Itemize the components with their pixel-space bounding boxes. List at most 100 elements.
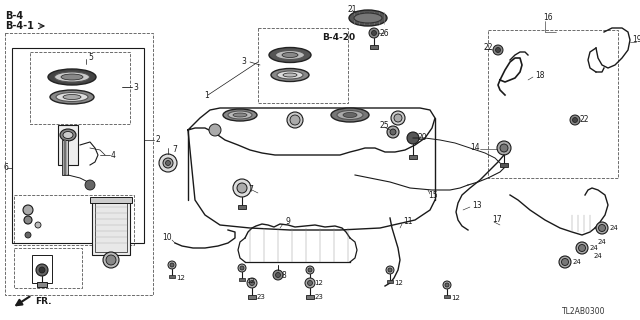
Circle shape: [500, 144, 508, 152]
Text: 22: 22: [483, 44, 493, 52]
Circle shape: [290, 115, 300, 125]
Circle shape: [159, 154, 177, 172]
Text: 7: 7: [172, 146, 177, 155]
Text: 14: 14: [470, 143, 480, 153]
Circle shape: [443, 281, 451, 289]
Circle shape: [573, 117, 577, 123]
Ellipse shape: [61, 74, 83, 80]
Circle shape: [308, 268, 312, 272]
Text: B-4: B-4: [5, 11, 23, 21]
Bar: [64, 140, 66, 175]
Ellipse shape: [343, 113, 357, 117]
Circle shape: [598, 225, 605, 231]
Text: 12: 12: [394, 280, 403, 286]
Circle shape: [305, 278, 315, 288]
Circle shape: [570, 115, 580, 125]
Circle shape: [497, 141, 511, 155]
Bar: [92, 200, 130, 255]
Circle shape: [388, 268, 392, 272]
Ellipse shape: [271, 68, 309, 82]
Bar: [14, 248, 82, 288]
Circle shape: [240, 266, 244, 270]
Bar: [30, 52, 130, 124]
Circle shape: [445, 283, 449, 287]
Text: 15: 15: [428, 191, 438, 201]
Text: 12: 12: [176, 275, 185, 281]
Circle shape: [387, 126, 399, 138]
Bar: [500, 163, 508, 167]
Text: 20: 20: [418, 133, 428, 142]
Circle shape: [163, 158, 173, 168]
Circle shape: [35, 222, 41, 228]
Circle shape: [386, 266, 394, 274]
Text: 23: 23: [315, 294, 324, 300]
Bar: [238, 205, 246, 209]
Circle shape: [306, 266, 314, 274]
Ellipse shape: [50, 90, 94, 104]
Ellipse shape: [269, 47, 311, 62]
Ellipse shape: [275, 51, 305, 60]
Text: 5: 5: [88, 52, 93, 61]
Circle shape: [106, 255, 116, 265]
Text: FR.: FR.: [35, 298, 51, 307]
Ellipse shape: [223, 109, 257, 121]
Text: 12: 12: [451, 295, 460, 301]
Circle shape: [103, 252, 119, 268]
Text: 7: 7: [248, 186, 253, 195]
Bar: [32, 255, 52, 283]
Text: 24: 24: [590, 245, 599, 251]
Circle shape: [307, 281, 312, 285]
Bar: [258, 28, 348, 103]
Circle shape: [25, 232, 31, 238]
Text: 12: 12: [246, 278, 255, 284]
Text: 23: 23: [257, 294, 266, 300]
Circle shape: [85, 180, 95, 190]
Circle shape: [238, 264, 246, 272]
Circle shape: [36, 264, 48, 276]
Text: 6: 6: [3, 164, 8, 172]
Circle shape: [596, 222, 608, 234]
Text: 8: 8: [281, 270, 285, 279]
Circle shape: [495, 47, 500, 52]
Circle shape: [391, 111, 405, 125]
Text: 17: 17: [492, 215, 502, 225]
Text: 22: 22: [580, 116, 589, 124]
Circle shape: [561, 259, 568, 266]
Circle shape: [237, 183, 247, 193]
Circle shape: [247, 278, 257, 288]
Ellipse shape: [56, 92, 88, 101]
Ellipse shape: [233, 113, 247, 117]
Ellipse shape: [349, 10, 387, 26]
Ellipse shape: [277, 71, 303, 79]
Text: B-4-20: B-4-20: [322, 34, 355, 43]
Ellipse shape: [63, 132, 73, 139]
Circle shape: [39, 267, 45, 273]
Bar: [239, 278, 245, 281]
Text: 18: 18: [535, 70, 545, 79]
Circle shape: [576, 242, 588, 254]
Circle shape: [369, 28, 379, 38]
Text: 25: 25: [380, 121, 390, 130]
Bar: [58, 125, 78, 165]
Circle shape: [166, 161, 170, 165]
Text: 3: 3: [133, 83, 138, 92]
Ellipse shape: [54, 72, 90, 82]
Circle shape: [371, 30, 376, 36]
Circle shape: [579, 244, 586, 252]
Ellipse shape: [354, 13, 382, 23]
Bar: [5, 33, 153, 295]
Text: TL2AB0300: TL2AB0300: [562, 308, 605, 316]
Text: 1: 1: [204, 91, 209, 100]
Circle shape: [559, 256, 571, 268]
Text: 4: 4: [111, 150, 116, 159]
Bar: [370, 45, 378, 49]
Text: 24: 24: [610, 225, 619, 231]
Text: 24: 24: [594, 253, 603, 259]
Text: 21: 21: [348, 5, 356, 14]
Bar: [62, 140, 68, 175]
Bar: [14, 195, 134, 245]
Bar: [307, 280, 313, 283]
Circle shape: [493, 45, 503, 55]
Ellipse shape: [63, 94, 81, 100]
Bar: [409, 155, 417, 159]
